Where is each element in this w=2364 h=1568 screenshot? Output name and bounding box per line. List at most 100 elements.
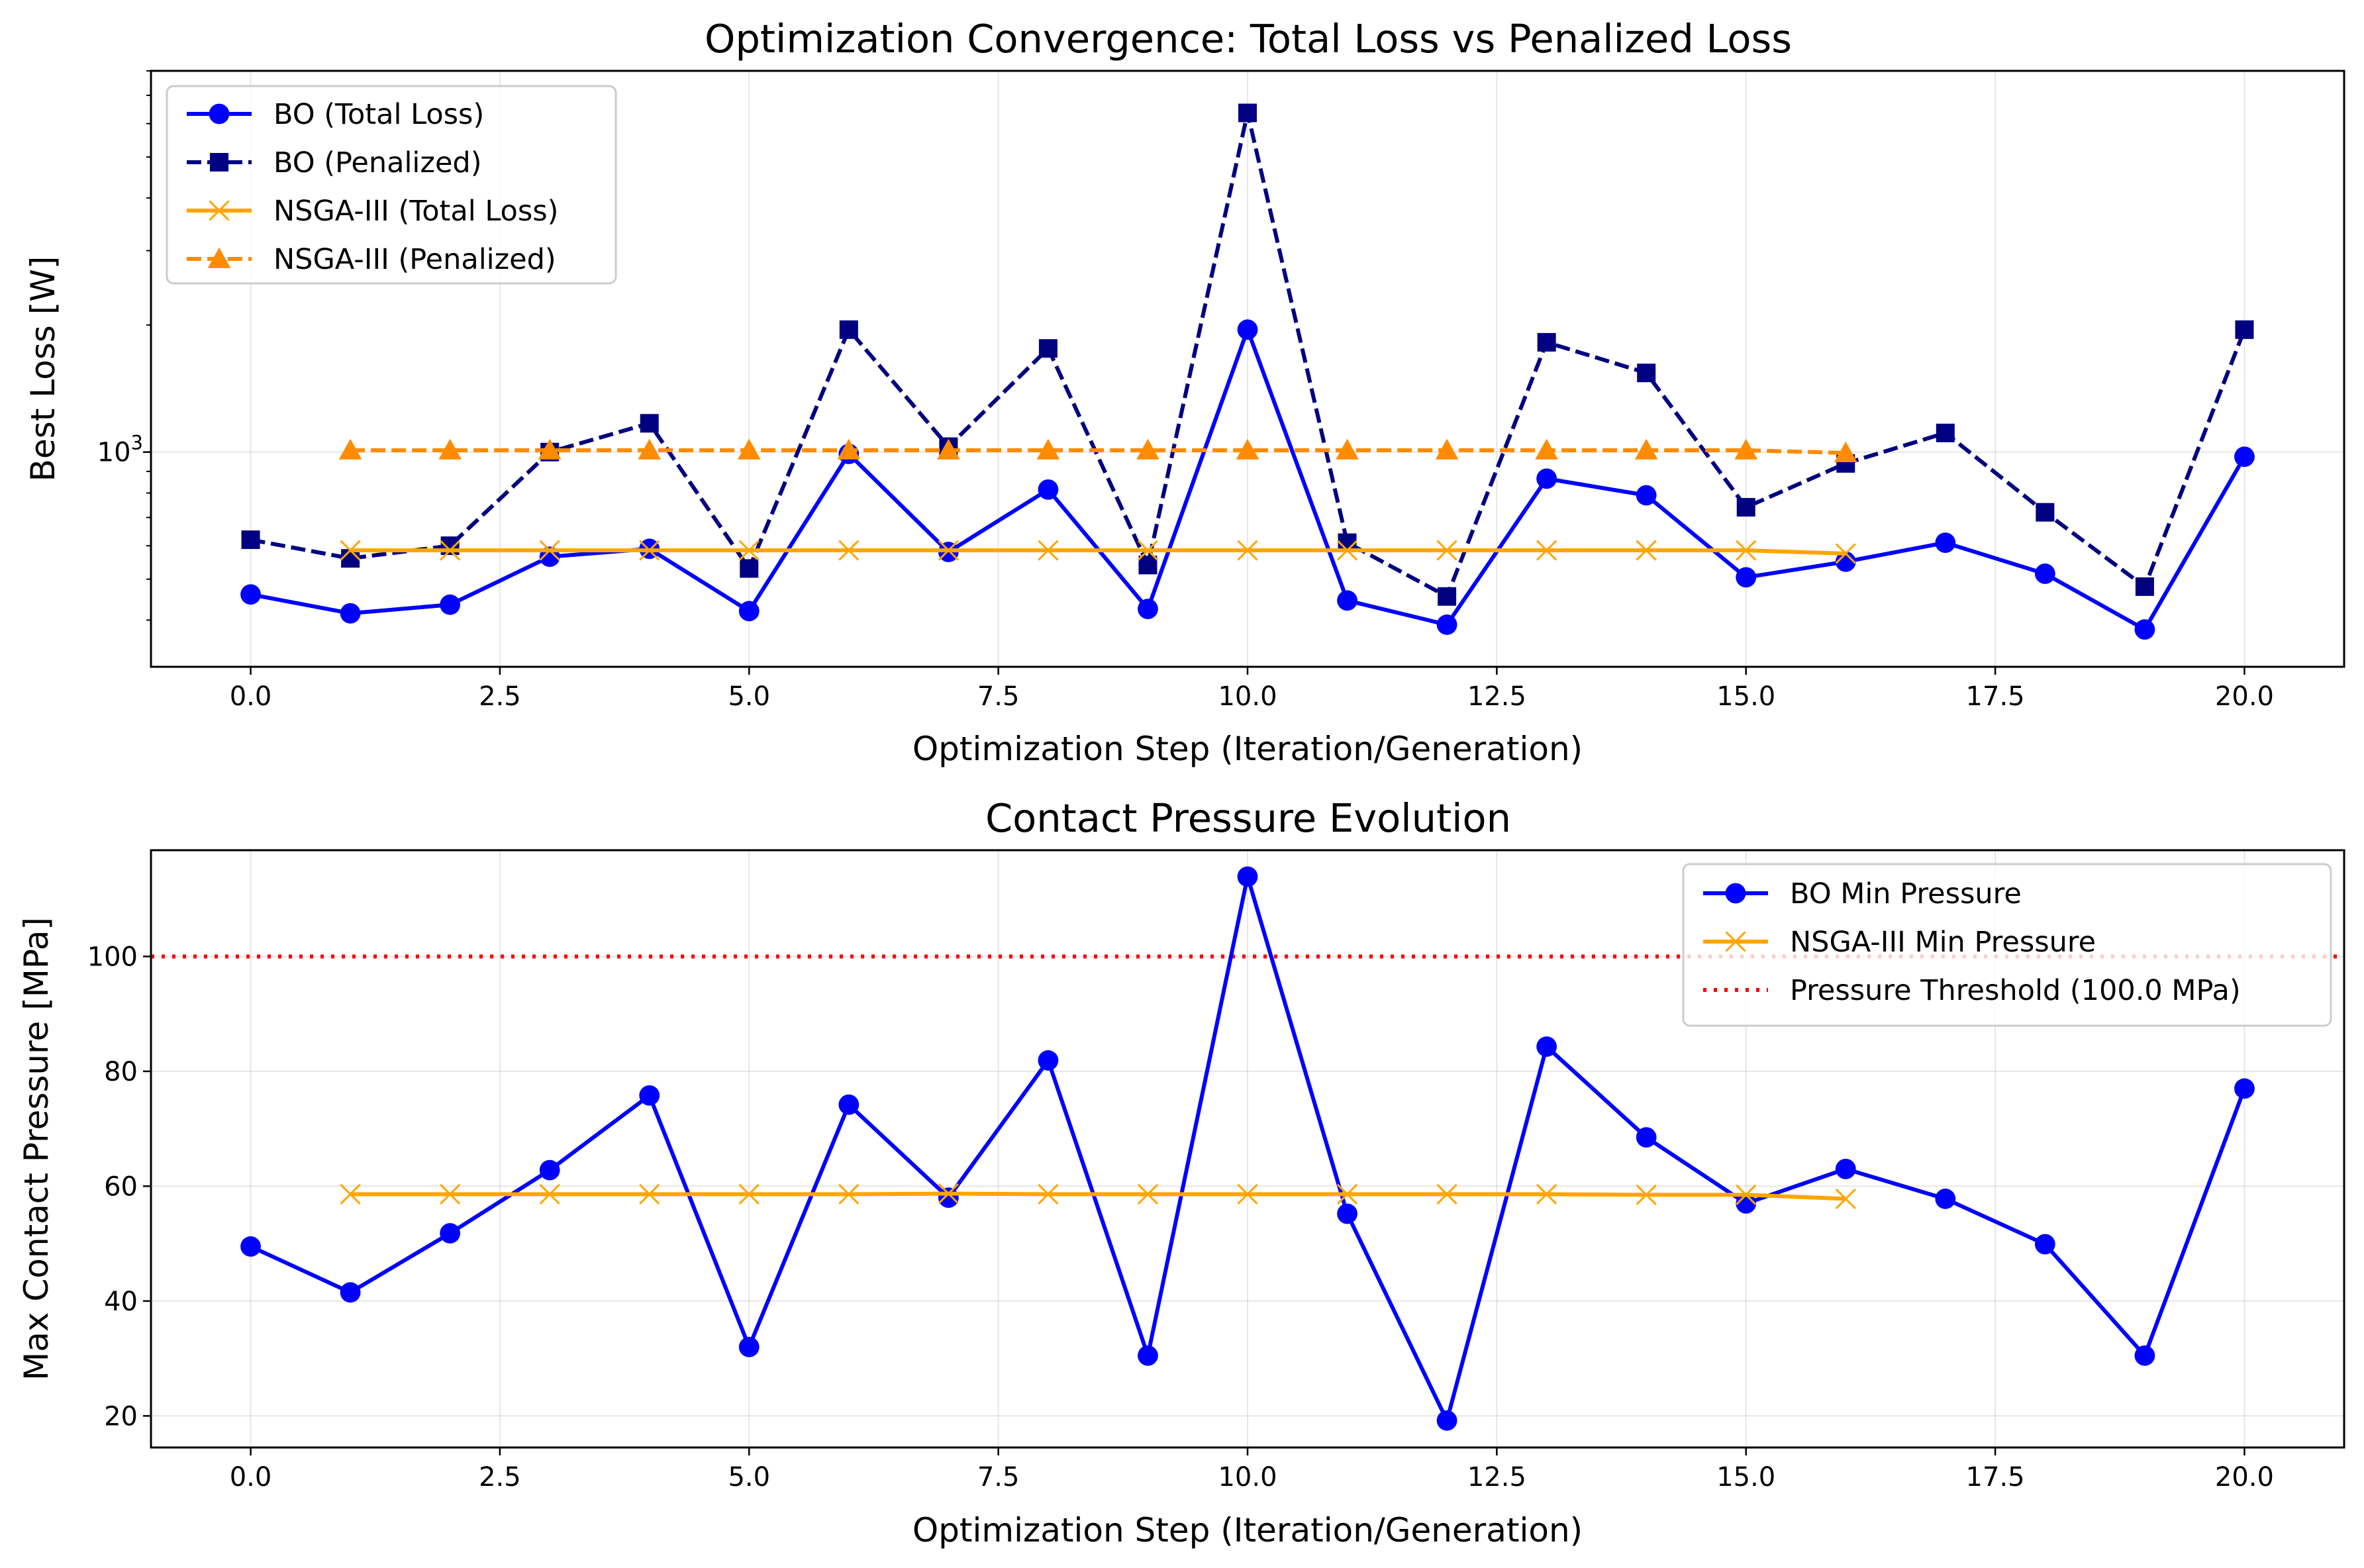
series-markers bbox=[340, 540, 1856, 564]
data-point bbox=[738, 1336, 760, 1357]
legend-label: NSGA-III Min Pressure bbox=[1790, 926, 2096, 959]
series-line bbox=[350, 1191, 1846, 1201]
x-tick-label: 10.0 bbox=[1218, 681, 1277, 712]
data-point bbox=[1535, 438, 1558, 460]
data-point bbox=[539, 540, 560, 561]
x-tick-label: 20.0 bbox=[2215, 1462, 2274, 1493]
data-point bbox=[240, 584, 261, 605]
data-point bbox=[2036, 503, 2055, 522]
data-point bbox=[340, 1183, 361, 1205]
x-tick-label: 2.5 bbox=[479, 1462, 521, 1493]
loss-chart-series bbox=[240, 103, 2255, 640]
data-point bbox=[1536, 468, 1557, 489]
pressure-chart: Contact Pressure Evolution 0.0 2.5 5.0 7.5 1… bbox=[17, 795, 2345, 1549]
data-point bbox=[1636, 540, 1657, 561]
data-point bbox=[340, 603, 361, 624]
data-point bbox=[1736, 1184, 1757, 1206]
series-markers bbox=[340, 1183, 1856, 1210]
data-point bbox=[209, 103, 230, 124]
data-point bbox=[838, 1183, 860, 1205]
data-point bbox=[440, 1223, 461, 1244]
data-point bbox=[1038, 339, 1058, 358]
loss-chart-ylabel: Best Loss [W] bbox=[24, 256, 62, 482]
data-point bbox=[1636, 1127, 1657, 1148]
data-point bbox=[1537, 332, 1556, 352]
legend-label: Pressure Threshold (100.0 MPa) bbox=[1790, 974, 2241, 1007]
data-point bbox=[1536, 1036, 1557, 1057]
data-point bbox=[1436, 1410, 1457, 1431]
data-point bbox=[1734, 438, 1758, 460]
data-point bbox=[1736, 1193, 1757, 1214]
data-point bbox=[1137, 1183, 1159, 1205]
loss-chart: Optimization Convergence: Total Loss vs … bbox=[24, 16, 2345, 768]
data-point bbox=[1725, 883, 1746, 904]
data-point bbox=[1038, 1183, 1059, 1205]
x-tick-label: 12.5 bbox=[1467, 1462, 1526, 1493]
data-point bbox=[1337, 590, 1357, 611]
x-tick-label: 2.5 bbox=[479, 681, 521, 712]
data-point bbox=[2134, 619, 2155, 640]
data-point bbox=[207, 247, 231, 268]
data-point bbox=[1636, 485, 1657, 506]
data-point bbox=[1435, 438, 1459, 460]
data-point bbox=[2234, 1078, 2255, 1099]
data-point bbox=[1138, 1345, 1158, 1366]
legend-box bbox=[1682, 863, 2332, 1027]
y-tick-label: 103 bbox=[97, 432, 143, 468]
data-point bbox=[2235, 320, 2254, 339]
x-tick-label: 12.5 bbox=[1467, 681, 1526, 712]
data-point bbox=[838, 1094, 860, 1115]
data-point bbox=[640, 414, 659, 433]
data-point bbox=[241, 530, 260, 550]
y-tick-label: 100 bbox=[87, 942, 138, 972]
data-point bbox=[738, 1183, 760, 1205]
data-point bbox=[1038, 1050, 1059, 1071]
x-tick-label: 7.5 bbox=[977, 681, 1020, 712]
data-point bbox=[639, 1183, 660, 1205]
data-point bbox=[1935, 532, 1956, 553]
pressure-chart-series bbox=[151, 866, 2344, 1431]
data-point bbox=[937, 438, 960, 460]
data-point bbox=[338, 438, 362, 460]
data-point bbox=[440, 540, 461, 561]
y-tick-label: 20 bbox=[104, 1401, 138, 1432]
x-tick-label: 10.0 bbox=[1218, 1462, 1277, 1493]
x-tick-label: 15.0 bbox=[1716, 1462, 1775, 1493]
legend-label: BO (Total Loss) bbox=[273, 98, 484, 131]
data-point bbox=[639, 1085, 660, 1106]
data-point bbox=[1336, 540, 1358, 561]
data-point bbox=[1834, 441, 1857, 463]
x-tick-label: 15.0 bbox=[1716, 681, 1775, 712]
data-point bbox=[1036, 438, 1060, 460]
x-tick-label: 0.0 bbox=[230, 1462, 272, 1493]
data-point bbox=[737, 438, 761, 460]
data-point bbox=[440, 594, 461, 615]
data-point bbox=[638, 438, 662, 460]
x-tick-label: 20.0 bbox=[2215, 681, 2274, 712]
data-point bbox=[1138, 556, 1157, 575]
data-point bbox=[2034, 1234, 2055, 1255]
data-point bbox=[209, 200, 230, 221]
data-point bbox=[539, 1159, 560, 1181]
series-line bbox=[350, 448, 1846, 456]
data-point bbox=[1536, 540, 1557, 561]
data-point bbox=[1237, 1183, 1258, 1205]
loss-chart-legend: BO (Total Loss) BO (Penalized) NSGA-III … bbox=[166, 85, 617, 285]
data-point bbox=[1336, 438, 1359, 460]
data-point bbox=[438, 438, 462, 460]
data-point bbox=[210, 153, 228, 172]
data-point bbox=[1935, 1189, 1956, 1209]
data-point bbox=[1736, 498, 1755, 517]
x-tick-label: 5.0 bbox=[728, 681, 770, 712]
x-tick-label: 7.5 bbox=[977, 1462, 1020, 1493]
data-point bbox=[2134, 1345, 2155, 1366]
data-point bbox=[1136, 438, 1159, 460]
legend-box bbox=[166, 85, 617, 285]
pressure-chart-ylabel: Max Contact Pressure [MPa] bbox=[17, 917, 56, 1381]
data-point bbox=[1038, 479, 1059, 500]
data-point bbox=[839, 320, 858, 339]
data-point bbox=[738, 601, 760, 622]
data-point bbox=[1438, 587, 1457, 606]
data-point bbox=[1237, 540, 1258, 561]
data-point bbox=[1936, 423, 1955, 442]
